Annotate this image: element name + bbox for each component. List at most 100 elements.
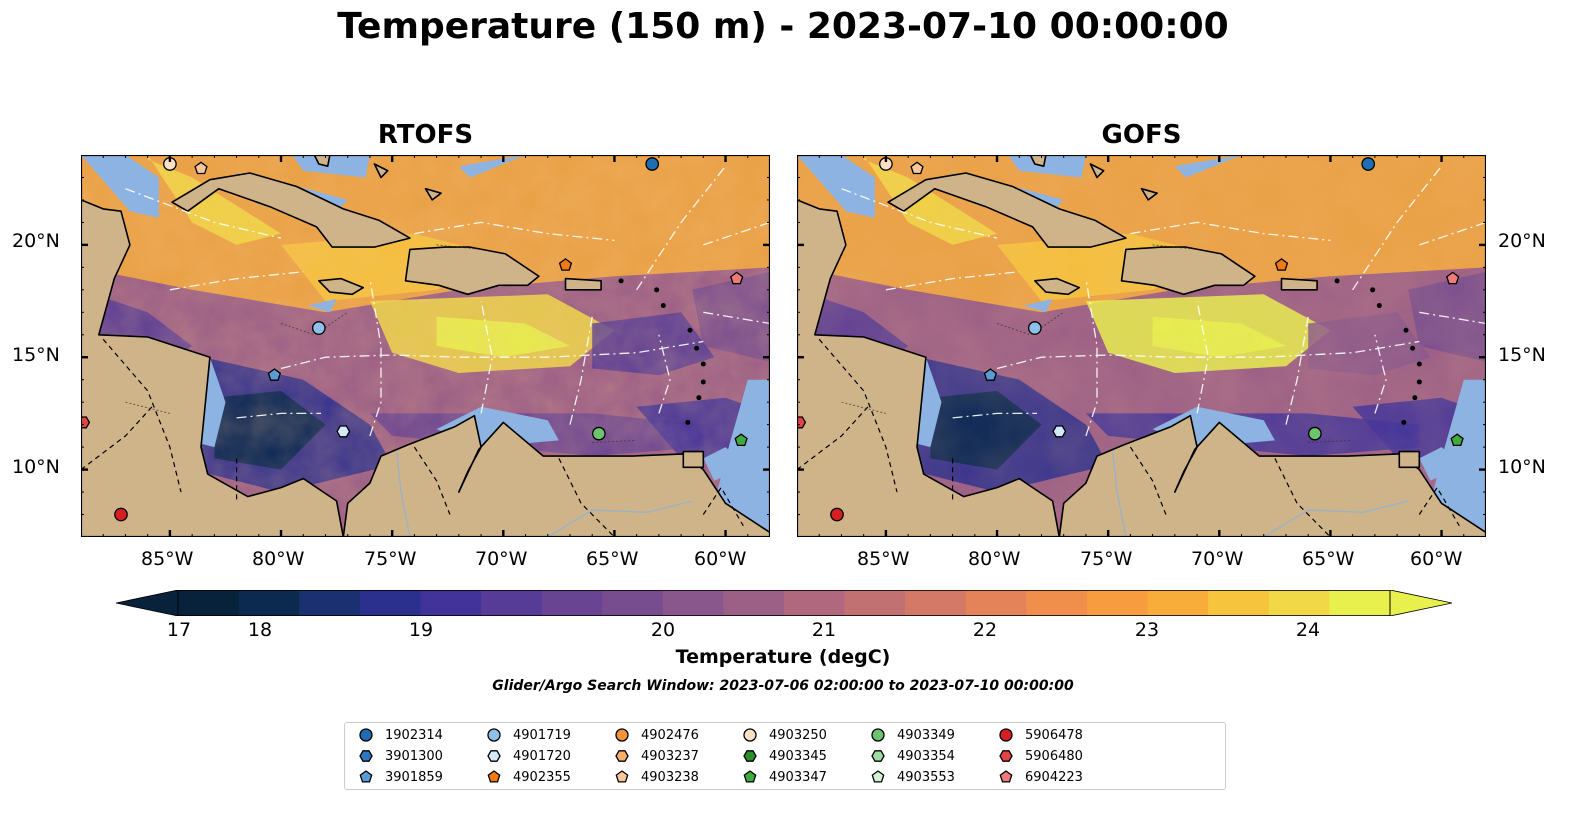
rtofs-map xyxy=(81,155,770,537)
colorbar-segment xyxy=(1026,590,1088,616)
region-boundary xyxy=(885,271,1020,291)
legend-label: 5906478 xyxy=(1025,727,1083,743)
circle-marker-icon xyxy=(359,728,373,742)
legend-entry: 4901720 xyxy=(485,747,571,765)
legend-label: 4902355 xyxy=(513,769,571,785)
landmass xyxy=(1029,155,1047,167)
lat-tick-label: 20°N xyxy=(12,230,60,252)
pentagon-marker-icon xyxy=(359,770,373,783)
shallow-shelf xyxy=(1008,155,1086,178)
legend-marker xyxy=(615,750,629,762)
colorbar-segment xyxy=(1087,590,1149,616)
colorbar-tick-label: 21 xyxy=(811,619,837,641)
shallow-shelf xyxy=(81,155,159,218)
island xyxy=(1410,345,1416,351)
legend-entry: 4903250 xyxy=(741,726,827,744)
hexagon-marker-icon xyxy=(615,750,629,762)
legend-marker xyxy=(487,728,501,742)
island xyxy=(660,303,666,309)
lon-tick-label: 60°W xyxy=(1410,548,1463,570)
region-boundary xyxy=(169,271,304,291)
colorbar-extend-high xyxy=(1389,590,1452,616)
region-boundary xyxy=(1374,334,1387,414)
region-boundary xyxy=(1085,278,1098,437)
region-boundary xyxy=(703,221,770,246)
colorbar-segment xyxy=(723,590,785,616)
legend-entry: 3901859 xyxy=(357,768,443,786)
lon-tick-label: 85°W xyxy=(141,548,194,570)
region-boundary xyxy=(952,412,1037,419)
legend-label: 4903238 xyxy=(641,769,699,785)
legend-entry: 4903238 xyxy=(613,768,699,786)
colorbar-tick-label: 24 xyxy=(1295,619,1321,641)
river xyxy=(1111,451,1127,537)
colorbar-segment xyxy=(420,590,482,616)
legend-entry: 1902314 xyxy=(357,726,443,744)
colorbar-tick-label: 23 xyxy=(1134,619,1160,641)
shallow-shelf xyxy=(458,155,526,178)
colorbar-segment xyxy=(784,590,846,616)
lon-tick-label: 65°W xyxy=(1302,548,1355,570)
shallow-shelf xyxy=(703,447,748,481)
shallow-shelf xyxy=(714,379,770,537)
float-marker-4901719 xyxy=(311,321,326,335)
legend-marker xyxy=(615,770,629,783)
legend-label: 4903345 xyxy=(769,748,827,764)
region-boundary xyxy=(125,188,282,239)
river xyxy=(1263,500,1409,537)
island xyxy=(696,395,702,401)
colorbar-segment xyxy=(844,590,906,616)
region-boundary xyxy=(480,300,493,414)
shallow-shelf xyxy=(307,298,337,313)
legend-entry: 5906478 xyxy=(997,726,1083,744)
island xyxy=(685,419,691,425)
legend-marker xyxy=(999,750,1013,762)
pentagon-marker-icon xyxy=(999,770,1013,783)
lon-tick-label: 70°W xyxy=(1191,548,1244,570)
region-boundary xyxy=(236,412,321,419)
shallow-shelf xyxy=(797,155,875,218)
float-marker-5906478 xyxy=(114,507,128,522)
landmass xyxy=(1140,187,1158,201)
legend-marker xyxy=(999,770,1013,783)
landmass xyxy=(564,277,602,291)
legend-entry: 4902355 xyxy=(485,768,571,786)
legend-entry: 4903347 xyxy=(741,768,827,786)
search-window-label: Glider/Argo Search Window: 2023-07-06 02… xyxy=(492,678,1074,694)
region-boundary xyxy=(569,316,593,425)
lon-tick-label: 75°W xyxy=(364,548,417,570)
region-boundary xyxy=(414,221,615,242)
legend-entry: 6904223 xyxy=(997,768,1083,786)
region-boundary xyxy=(841,188,998,239)
float-marker-3901859 xyxy=(983,368,998,381)
island xyxy=(1370,287,1376,293)
legend-marker xyxy=(359,728,373,742)
lon-tick-label: 75°W xyxy=(1080,548,1133,570)
island xyxy=(1376,303,1382,309)
landmass xyxy=(887,172,1127,248)
lon-tick-label: 65°W xyxy=(586,548,639,570)
island xyxy=(700,379,706,385)
bathymetry-contour xyxy=(436,244,482,250)
landmass xyxy=(81,199,345,537)
legend-marker xyxy=(359,770,373,783)
legend-marker xyxy=(871,728,885,742)
panel-title-gofs: GOFS xyxy=(1101,120,1182,150)
legend-marker xyxy=(999,728,1013,742)
colorbar-label: Temperature (degC) xyxy=(675,646,891,668)
float-marker-6904223 xyxy=(730,271,744,285)
island xyxy=(1412,395,1418,401)
colorbar-segment xyxy=(359,590,421,616)
legend-label: 6904223 xyxy=(1025,769,1083,785)
island xyxy=(700,361,706,367)
circle-marker-icon xyxy=(871,728,885,742)
island xyxy=(654,287,660,293)
landmass xyxy=(373,163,389,179)
landmass xyxy=(1034,277,1081,296)
island xyxy=(618,278,624,284)
float-marker-4901720 xyxy=(336,425,351,438)
landmass xyxy=(1089,163,1105,179)
legend-entry: 4903345 xyxy=(741,747,827,765)
region-boundary xyxy=(636,165,727,291)
legend-marker xyxy=(871,770,885,783)
